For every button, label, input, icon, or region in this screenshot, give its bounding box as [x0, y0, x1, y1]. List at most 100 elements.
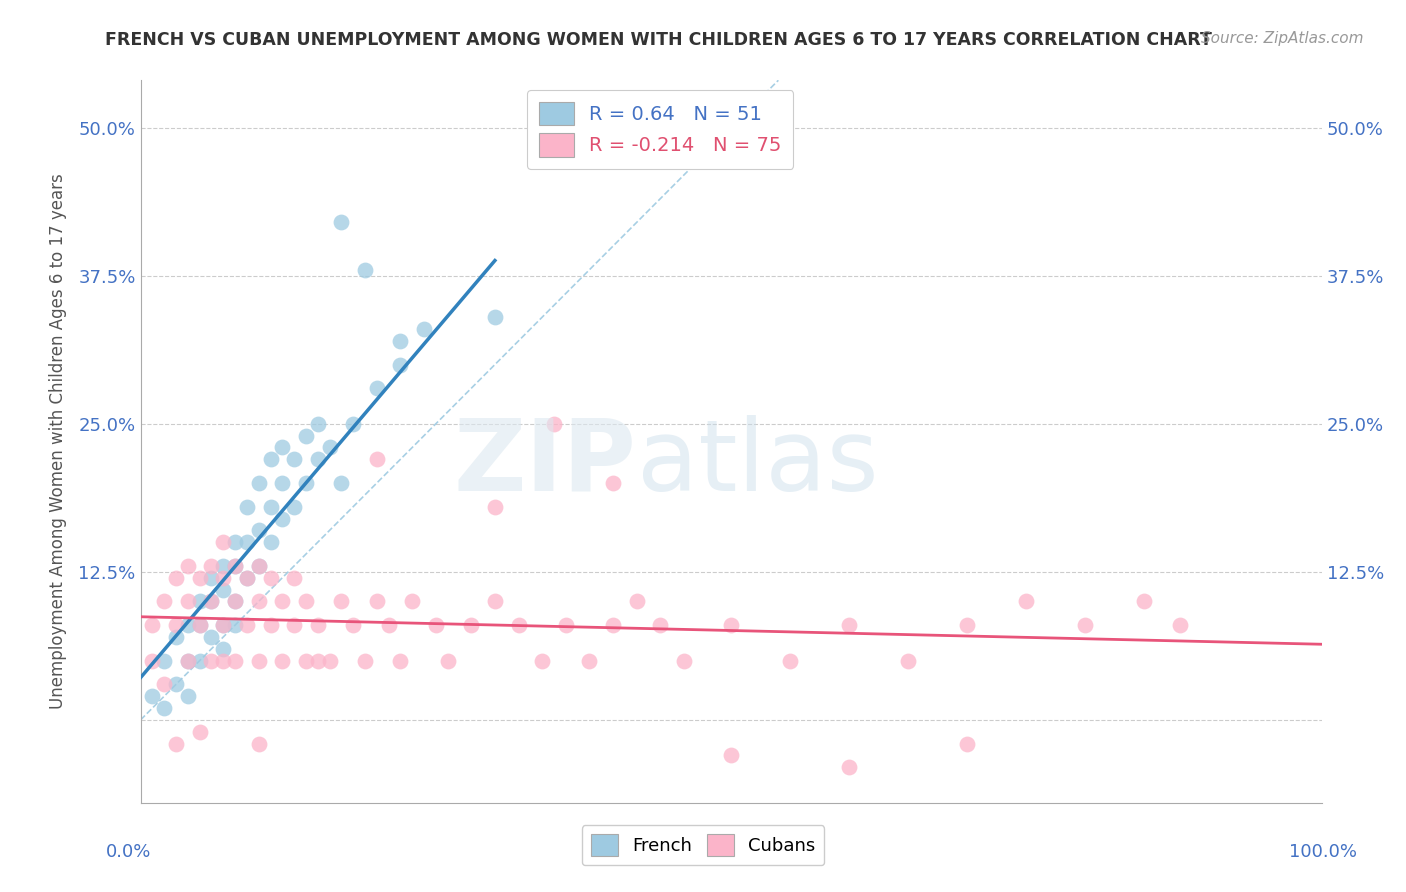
Point — [838, 760, 860, 774]
Legend: French, Cubans: French, Cubans — [582, 825, 824, 865]
Point — [165, 618, 187, 632]
Point — [271, 654, 294, 668]
Point — [295, 475, 318, 490]
Point — [177, 594, 200, 608]
Point — [200, 594, 222, 608]
Point — [342, 417, 364, 431]
Point — [141, 689, 163, 703]
Point — [779, 654, 801, 668]
Point — [247, 524, 270, 538]
Point — [318, 654, 340, 668]
Point — [247, 558, 270, 573]
Point — [200, 630, 222, 644]
Point — [330, 594, 353, 608]
Point — [236, 618, 259, 632]
Point — [956, 618, 979, 632]
Point — [212, 535, 235, 549]
Point — [177, 654, 200, 668]
Point — [259, 500, 281, 514]
Point — [508, 618, 530, 632]
Point — [295, 654, 318, 668]
Point — [141, 654, 163, 668]
Text: Source: ZipAtlas.com: Source: ZipAtlas.com — [1201, 31, 1364, 46]
Point — [236, 500, 259, 514]
Point — [141, 618, 163, 632]
Point — [188, 594, 211, 608]
Point — [1133, 594, 1156, 608]
Text: atlas: atlas — [637, 415, 879, 512]
Point — [224, 618, 246, 632]
Point — [295, 428, 318, 442]
Point — [165, 630, 187, 644]
Point — [153, 701, 176, 715]
Point — [578, 654, 600, 668]
Point — [153, 594, 176, 608]
Point — [389, 334, 412, 348]
Point — [956, 737, 979, 751]
Point — [1015, 594, 1038, 608]
Point — [554, 618, 576, 632]
Point — [247, 654, 270, 668]
Point — [212, 558, 235, 573]
Point — [602, 475, 624, 490]
Point — [188, 724, 211, 739]
Point — [720, 618, 742, 632]
Point — [720, 120, 742, 135]
Point — [366, 381, 388, 395]
Point — [436, 654, 458, 668]
Point — [354, 262, 377, 277]
Point — [165, 571, 187, 585]
Point — [212, 571, 235, 585]
Point — [247, 594, 270, 608]
Point — [212, 641, 235, 656]
Point — [188, 618, 211, 632]
Point — [318, 441, 340, 455]
Point — [389, 654, 412, 668]
Point — [236, 571, 259, 585]
Point — [153, 677, 176, 691]
Point — [224, 654, 246, 668]
Point — [259, 535, 281, 549]
Point — [389, 358, 412, 372]
Point — [672, 654, 695, 668]
Point — [165, 677, 187, 691]
Point — [366, 452, 388, 467]
Point — [307, 417, 329, 431]
Point — [484, 594, 506, 608]
Point — [271, 511, 294, 525]
Point — [188, 571, 211, 585]
Legend: R = 0.64   N = 51, R = -0.214   N = 75: R = 0.64 N = 51, R = -0.214 N = 75 — [527, 90, 793, 169]
Point — [425, 618, 447, 632]
Point — [330, 475, 353, 490]
Point — [200, 594, 222, 608]
Point — [460, 618, 482, 632]
Point — [200, 654, 222, 668]
Point — [224, 535, 246, 549]
Point — [271, 594, 294, 608]
Point — [307, 654, 329, 668]
Point — [342, 618, 364, 632]
Point — [224, 558, 246, 573]
Y-axis label: Unemployment Among Women with Children Ages 6 to 17 years: Unemployment Among Women with Children A… — [49, 174, 67, 709]
Point — [650, 618, 672, 632]
Point — [531, 654, 554, 668]
Point — [897, 654, 920, 668]
Point — [401, 594, 423, 608]
Point — [212, 618, 235, 632]
Point — [224, 594, 246, 608]
Point — [484, 310, 506, 325]
Point — [224, 594, 246, 608]
Point — [212, 654, 235, 668]
Point — [838, 618, 860, 632]
Text: 100.0%: 100.0% — [1289, 843, 1357, 861]
Point — [354, 654, 377, 668]
Point — [177, 654, 200, 668]
Point — [200, 558, 222, 573]
Point — [259, 618, 281, 632]
Point — [283, 452, 305, 467]
Text: ZIP: ZIP — [454, 415, 637, 512]
Point — [188, 618, 211, 632]
Point — [307, 452, 329, 467]
Point — [177, 558, 200, 573]
Point — [224, 558, 246, 573]
